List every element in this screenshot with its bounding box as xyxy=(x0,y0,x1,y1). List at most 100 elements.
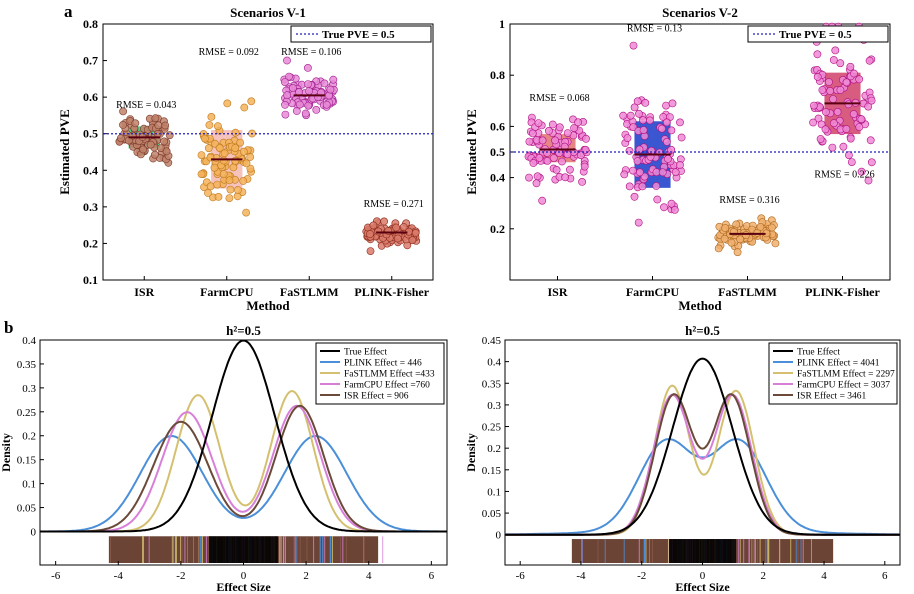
data-point xyxy=(563,150,572,159)
data-point xyxy=(281,100,289,109)
x-tick-label: FaSTLMM xyxy=(280,285,339,299)
data-point xyxy=(629,123,638,131)
density-curve-0 xyxy=(505,357,900,536)
data-point xyxy=(223,99,232,108)
y-axis-label: Estimated PVE xyxy=(464,109,479,195)
x-tick-label: -4 xyxy=(114,570,124,582)
data-point xyxy=(846,134,855,143)
data-point xyxy=(151,114,160,123)
data-point xyxy=(845,151,853,159)
data-point xyxy=(399,223,408,231)
data-point xyxy=(393,234,402,243)
rmse-label: RMSE = 0.226 xyxy=(814,170,874,181)
x-axis-label: Effect Size xyxy=(675,580,730,594)
legend-label: PLINK Effect = 4041 xyxy=(797,358,880,369)
legend-label: FarmCPU Effect =760 xyxy=(344,380,430,391)
data-point xyxy=(660,203,668,212)
data-point xyxy=(829,95,837,103)
data-point xyxy=(117,134,125,143)
data-point xyxy=(529,159,538,167)
legend-box xyxy=(290,25,432,43)
data-point xyxy=(197,151,206,159)
data-point xyxy=(809,118,817,127)
data-point xyxy=(561,173,570,182)
chart-b2: h²=0.5 -6 -4 -2 0 2 4 6 0 0.05 0.1 0.15 0.2 0.25 0.3 0.… xyxy=(464,323,901,594)
data-point xyxy=(663,137,671,146)
data-point xyxy=(558,157,566,166)
legend-label: FaSTLMM Effect = 2297 xyxy=(797,369,895,380)
x-tick-label: -4 xyxy=(576,570,586,582)
density-curve-0 xyxy=(40,339,447,533)
data-point xyxy=(543,149,552,157)
data-point xyxy=(525,137,534,146)
data-point xyxy=(131,119,140,128)
data-point xyxy=(570,124,578,132)
data-point xyxy=(619,111,628,120)
data-point xyxy=(305,87,313,95)
x-tick-label: FarmCPU xyxy=(200,285,254,299)
data-point xyxy=(676,118,684,127)
y-tick-label: 0.4 xyxy=(490,171,505,185)
data-point xyxy=(283,91,292,100)
chart-title: Scenarios V-1 xyxy=(230,5,306,20)
data-point xyxy=(322,100,331,109)
data-point xyxy=(842,78,851,87)
x-tick-label: -2 xyxy=(637,570,646,582)
data-point xyxy=(566,165,574,174)
data-point xyxy=(320,79,329,88)
y-tick-label: 0.7 xyxy=(83,54,98,68)
data-point xyxy=(219,156,228,165)
data-point xyxy=(670,205,679,214)
data-point xyxy=(246,164,255,173)
chart-a1: Scenarios V-1 0.1 0.2 0.3 0.4 0.5 0.6 0.7 0.8 Est… xyxy=(57,5,434,313)
y-axis-label: Estimated PVE xyxy=(57,109,72,195)
data-point xyxy=(742,231,750,239)
data-point xyxy=(574,118,582,127)
data-point xyxy=(246,153,255,161)
data-point xyxy=(633,157,642,166)
data-point xyxy=(295,100,304,109)
data-point xyxy=(552,165,561,174)
y-tick-label: 0.2 xyxy=(83,236,98,250)
data-point xyxy=(727,238,736,247)
legend-label: True PVE = 0.5 xyxy=(779,29,852,41)
y-tick-label: 0.05 xyxy=(482,508,502,520)
y-tick-label: 0.3 xyxy=(487,400,501,412)
density-curve-3 xyxy=(505,393,900,536)
y-tick-label: 1 xyxy=(499,17,505,31)
data-point xyxy=(836,59,845,68)
y-tick-label: 0.4 xyxy=(83,163,98,177)
data-point xyxy=(280,78,289,86)
y-tick-label: 0.6 xyxy=(490,119,505,133)
data-point xyxy=(846,62,855,71)
data-point xyxy=(312,106,321,114)
y-tick-label: 0.1 xyxy=(83,273,98,287)
x-tick-label: 0 xyxy=(241,570,247,582)
rmse-label: RMSE = 0.271 xyxy=(364,199,424,210)
panel-a-letter: a xyxy=(64,2,73,21)
data-point xyxy=(366,247,375,255)
data-point xyxy=(288,84,297,92)
y-axis-label: Density xyxy=(464,433,478,472)
data-point xyxy=(582,134,590,143)
data-point xyxy=(239,147,248,156)
data-point xyxy=(829,56,838,64)
data-point xyxy=(623,134,632,142)
data-point xyxy=(225,176,234,185)
data-point xyxy=(408,236,417,245)
x-tick-label: 4 xyxy=(366,570,372,582)
data-point xyxy=(162,147,171,156)
data-point xyxy=(833,108,842,116)
legend-label: ISR Effect = 3461 xyxy=(797,391,867,402)
data-point xyxy=(281,110,290,119)
data-point xyxy=(240,103,249,112)
y-tick-label: 0 xyxy=(496,530,502,542)
rmse-label: RMSE = 0.106 xyxy=(281,47,341,58)
data-point xyxy=(847,158,856,166)
density-curve-3 xyxy=(40,404,447,533)
data-point xyxy=(161,121,170,130)
legend-box xyxy=(747,25,889,43)
y-tick-label: 0.8 xyxy=(83,17,98,31)
y-tick-label: 0.25 xyxy=(482,422,502,434)
y-tick-label: 0.1 xyxy=(22,479,36,491)
